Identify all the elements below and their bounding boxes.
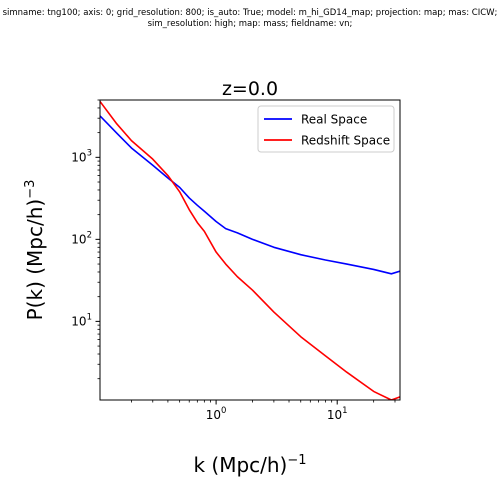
- x-tick-label: 100: [206, 406, 227, 422]
- x-axis-label-exponent: −1: [287, 453, 306, 468]
- y-tick-label: 103: [71, 148, 92, 164]
- series-line-real-space: [100, 115, 400, 275]
- x-tick-label: 101: [327, 406, 348, 422]
- chart-title: z=0.0: [222, 78, 278, 100]
- svg-text:k (Mpc/h)−1: k (Mpc/h)−1: [193, 453, 306, 477]
- y-axis-label-text: P(k) (Mpc/h): [23, 199, 47, 321]
- y-tick-label: 102: [71, 230, 92, 246]
- y-axis-label: P(k) (Mpc/h)−3: [23, 180, 47, 321]
- x-axis-label: k (Mpc/h)−1: [193, 453, 306, 477]
- figure-header: simname: tng100; axis: 0; grid_resolutio…: [0, 8, 500, 30]
- y-tick-label: 101: [71, 312, 92, 328]
- y-axis-label-exponent: −3: [23, 180, 38, 199]
- header-line-2: sim_resolution: high; map: mass; fieldna…: [147, 19, 353, 29]
- series-lines: [100, 100, 400, 400]
- svg-text:P(k) (Mpc/h)−3: P(k) (Mpc/h)−3: [23, 180, 47, 321]
- header-line-1: simname: tng100; axis: 0; grid_resolutio…: [2, 8, 498, 18]
- x-axis-label-text: k (Mpc/h): [193, 453, 287, 477]
- legend: Real Space Redshift Space: [257, 105, 395, 153]
- plot-frame: [99, 99, 401, 401]
- legend-label-real-space: Real Space: [301, 113, 367, 127]
- series-line-redshift-space: [100, 100, 400, 400]
- legend-label-redshift-space: Redshift Space: [301, 134, 390, 148]
